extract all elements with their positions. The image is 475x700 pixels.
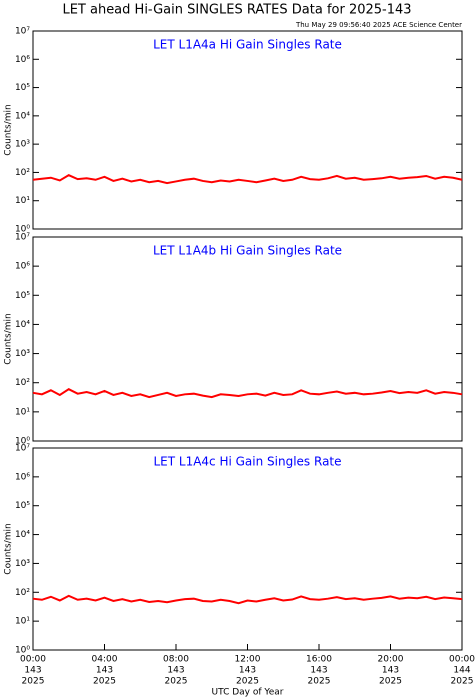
y-tick-label: 10² [15, 378, 30, 388]
y-tick-label: 10³ [15, 559, 30, 569]
x-tick-label: 04:00 [92, 655, 118, 665]
x-tick-label: 143 [382, 666, 399, 676]
x-tick-label: 2025 [379, 677, 402, 687]
y-tick-label: 10⁴ [15, 111, 30, 121]
y-tick-label: 10³ [15, 349, 30, 359]
y-tick-label: 10⁷ [15, 444, 30, 454]
x-tick-label: 2025 [93, 677, 116, 687]
x-axis-label: UTC Day of Year [212, 688, 284, 698]
y-tick-label: 10² [15, 588, 30, 598]
x-tick-label: 143 [96, 666, 113, 676]
x-tick-label: 143 [310, 666, 327, 676]
x-tick-label: 2025 [165, 677, 188, 687]
x-tick-label: 144 [453, 666, 470, 676]
x-tick-label: 12:00 [235, 655, 261, 665]
x-tick-label: 2025 [22, 677, 45, 687]
data-line [32, 388, 463, 399]
x-tick-label: 143 [239, 666, 256, 676]
x-tick-label: 143 [24, 666, 41, 676]
y-tick-label: 10⁴ [15, 530, 30, 540]
x-tick-label: 08:00 [163, 655, 189, 665]
y-tick-label: 10⁰ [15, 437, 30, 447]
panel-title: LET L1A4a Hi Gain Singles Rate [153, 38, 342, 52]
x-tick-label: 143 [167, 666, 184, 676]
panel-title: LET L1A4b Hi Gain Singles Rate [153, 244, 342, 258]
page-subtitle: Thu May 29 09:56:40 2025 ACE Science Cen… [295, 21, 462, 29]
y-tick-label: 10⁷ [15, 27, 30, 37]
y-tick-label: 10⁵ [15, 291, 30, 301]
y-tick-label: 10¹ [15, 407, 30, 417]
data-line [32, 174, 463, 185]
y-tick-label: 10⁰ [15, 646, 30, 656]
x-tick-label: 16:00 [306, 655, 332, 665]
y-tick-label: 10⁴ [15, 320, 30, 330]
plot-frame [32, 447, 463, 651]
y-tick-label: 10⁶ [15, 262, 30, 272]
y-axis-label: Counts/min [4, 104, 14, 155]
y-tick-label: 10⁵ [15, 501, 30, 511]
y-axis-label: Counts/min [4, 523, 14, 574]
y-tick-label: 10³ [15, 140, 30, 150]
plot-frame [32, 30, 463, 230]
panel-title: LET L1A4c Hi Gain Singles Rate [153, 455, 341, 469]
x-tick-label: 00:00 [20, 655, 46, 665]
x-tick-label: 00:00 [449, 655, 475, 665]
y-tick-label: 10² [15, 168, 30, 178]
y-tick-label: 10⁶ [15, 55, 30, 65]
y-axis-label: Counts/min [4, 313, 14, 364]
x-tick-label: 20:00 [378, 655, 404, 665]
page-title: LET ahead Hi-Gain SINGLES RATES Data for… [62, 3, 411, 18]
y-tick-label: 10¹ [15, 196, 30, 206]
x-tick-label: 2025 [308, 677, 331, 687]
y-tick-label: 10⁰ [15, 225, 30, 235]
y-tick-label: 10⁷ [15, 233, 30, 243]
y-tick-label: 10⁵ [15, 83, 30, 93]
y-tick-label: 10⁶ [15, 472, 30, 482]
x-tick-label: 2025 [451, 677, 474, 687]
plot-frame [32, 236, 463, 442]
data-line [32, 594, 463, 605]
y-tick-label: 10¹ [15, 617, 30, 627]
x-tick-label: 2025 [236, 677, 259, 687]
